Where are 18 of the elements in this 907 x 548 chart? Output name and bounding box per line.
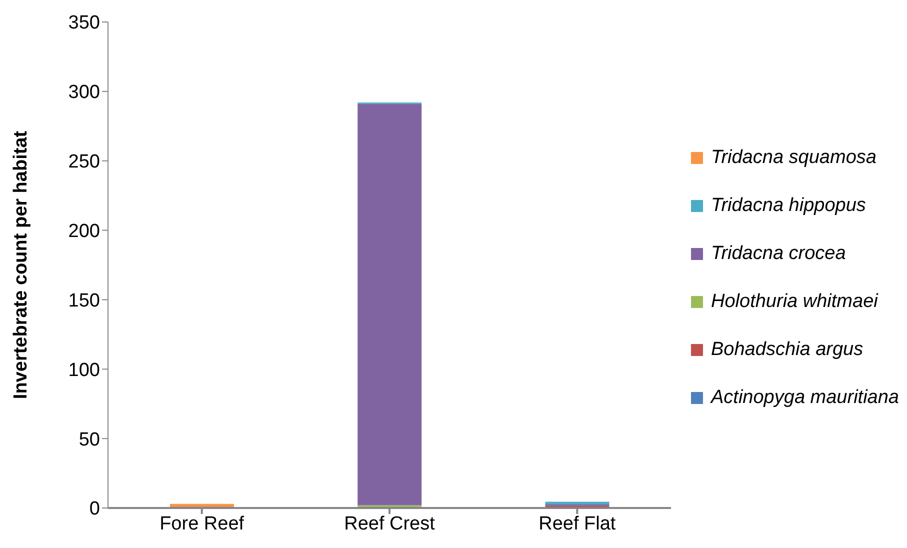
legend-label: Bohadschia argus <box>711 339 864 361</box>
y-tick-label: 100 <box>68 360 100 381</box>
legend-label: Tridacna hippopus <box>711 195 866 217</box>
y-tick-label: 350 <box>68 12 100 34</box>
x-tick-label: Reef Flat <box>538 513 616 534</box>
x-tick-label: Reef Crest <box>344 513 436 534</box>
legend-label: Actinopyga mauritiana <box>711 387 899 409</box>
y-tick-label: 0 <box>89 498 100 520</box>
y-axis-title: Invertebrate count per habitat <box>10 130 32 400</box>
legend-label: Tridacna crocea <box>711 243 846 265</box>
y-tick-label: 300 <box>68 82 100 104</box>
y-tick-label: 200 <box>68 221 100 242</box>
y-tick-label: 50 <box>78 429 100 450</box>
legend-label: Tridacna squamosa <box>711 147 876 169</box>
legend-label: Holothuria whitmaei <box>711 291 878 313</box>
y-tick-label: 150 <box>68 290 100 312</box>
y-tick-label: 250 <box>68 152 100 173</box>
x-tick-label: Fore Reef <box>160 513 245 534</box>
